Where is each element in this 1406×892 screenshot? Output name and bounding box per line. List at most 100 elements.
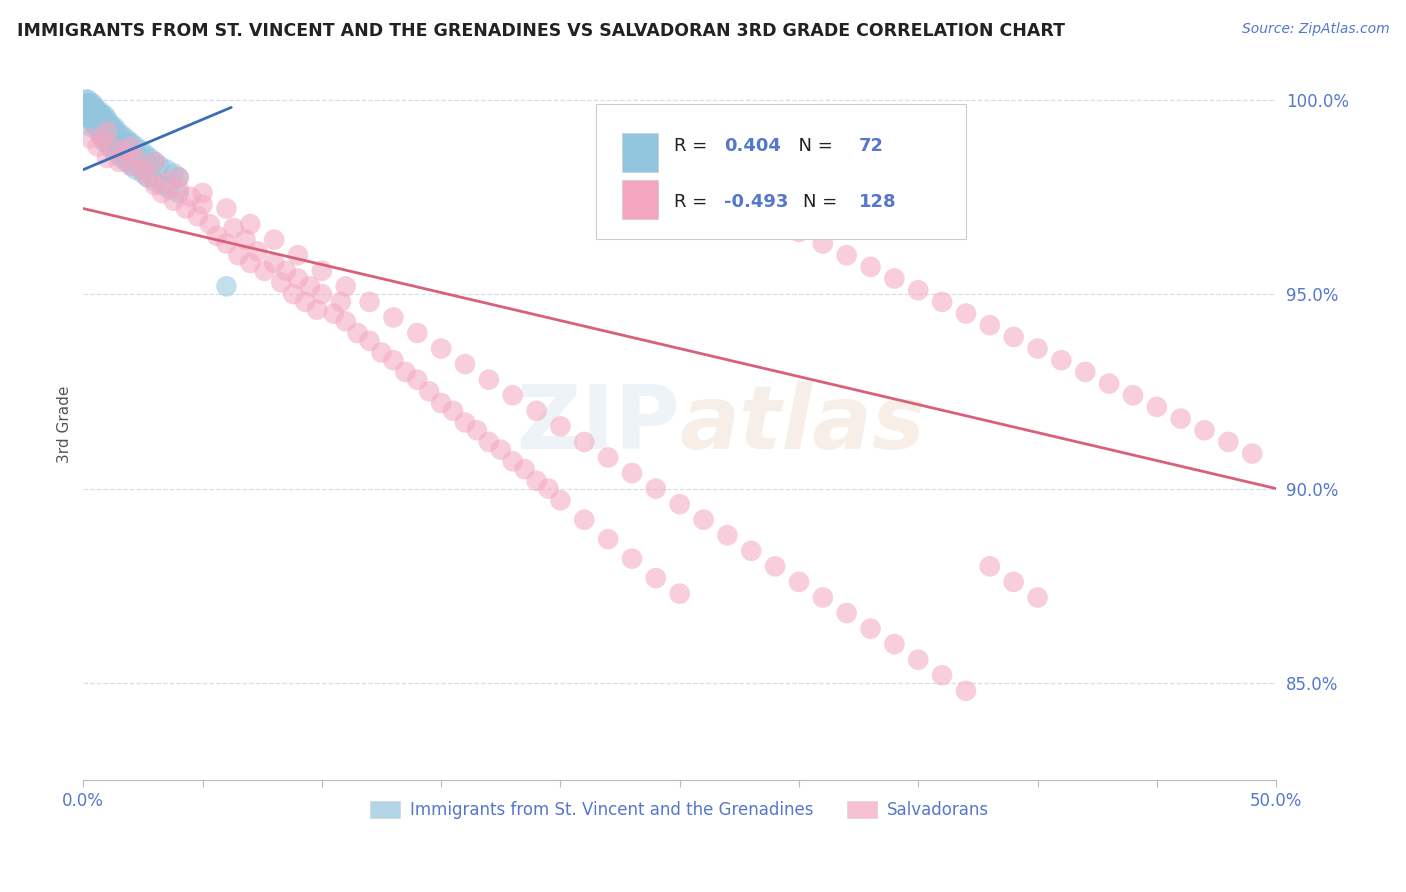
Point: [167, 186, 190, 200]
Point: [149, 159, 172, 173]
Point: [89, 124, 111, 138]
Text: 0.404: 0.404: [724, 137, 780, 155]
Point: [620, 551, 643, 566]
Point: [1218, 434, 1240, 449]
Point: [979, 318, 1001, 333]
Point: [222, 221, 245, 235]
Point: [1098, 376, 1121, 391]
Point: [96, 112, 118, 127]
Point: [270, 276, 292, 290]
Point: [150, 186, 173, 200]
Point: [811, 591, 834, 605]
Point: [91, 116, 114, 130]
Point: [75, 104, 97, 119]
Point: [91, 131, 114, 145]
Point: [84, 120, 107, 134]
Point: [1002, 330, 1025, 344]
Point: [883, 637, 905, 651]
Point: [82, 112, 104, 127]
Point: [77, 108, 100, 122]
Point: [77, 100, 100, 114]
Point: [156, 162, 179, 177]
Text: atlas: atlas: [679, 381, 925, 468]
Point: [110, 128, 132, 142]
Point: [322, 307, 344, 321]
Point: [103, 120, 125, 134]
Point: [82, 96, 104, 111]
Point: [82, 116, 104, 130]
Point: [550, 419, 572, 434]
Point: [955, 683, 977, 698]
Point: [859, 622, 882, 636]
Point: [89, 128, 111, 142]
Point: [89, 112, 111, 127]
Point: [79, 100, 101, 114]
Point: [287, 271, 309, 285]
Point: [598, 532, 620, 546]
Point: [907, 653, 929, 667]
Point: [79, 131, 101, 145]
Point: [246, 244, 269, 259]
Point: [96, 124, 118, 138]
Point: [513, 462, 536, 476]
Point: [94, 131, 117, 145]
Point: [86, 108, 108, 122]
Point: [228, 248, 250, 262]
Point: [136, 170, 159, 185]
Point: [526, 474, 548, 488]
Point: [96, 136, 118, 150]
Point: [215, 202, 238, 216]
Point: [156, 174, 179, 188]
Point: [907, 283, 929, 297]
Point: [263, 233, 285, 247]
Point: [478, 434, 501, 449]
Point: [859, 260, 882, 274]
Point: [101, 120, 124, 134]
Point: [716, 190, 738, 204]
Point: [394, 365, 416, 379]
Point: [84, 116, 107, 130]
Point: [75, 93, 97, 107]
Point: [98, 139, 121, 153]
Point: [382, 353, 405, 368]
Point: [110, 151, 132, 165]
Point: [346, 326, 368, 340]
Point: [79, 112, 101, 127]
Point: [740, 544, 762, 558]
Point: [311, 287, 333, 301]
Point: [98, 116, 121, 130]
Point: [82, 104, 104, 119]
Point: [235, 233, 257, 247]
Point: [215, 279, 238, 293]
Point: [454, 416, 477, 430]
Point: [96, 120, 118, 134]
Point: [143, 174, 166, 188]
Point: [307, 302, 329, 317]
Point: [298, 279, 321, 293]
Point: [132, 167, 155, 181]
Point: [454, 357, 477, 371]
Point: [370, 345, 392, 359]
Point: [101, 143, 124, 157]
Point: [1241, 446, 1264, 460]
Point: [120, 159, 142, 173]
Point: [465, 423, 488, 437]
Point: [1194, 423, 1216, 437]
Point: [329, 294, 352, 309]
Point: [441, 404, 464, 418]
Point: [167, 170, 190, 185]
Point: [143, 178, 166, 193]
Point: [263, 256, 285, 270]
Point: [94, 108, 117, 122]
Point: [125, 139, 148, 153]
Point: [117, 136, 139, 150]
Point: [75, 96, 97, 111]
Point: [692, 513, 714, 527]
Point: [883, 271, 905, 285]
Point: [955, 307, 977, 321]
Point: [692, 178, 714, 193]
Point: [79, 108, 101, 122]
Point: [89, 104, 111, 119]
Point: [91, 128, 114, 142]
Point: [120, 159, 142, 173]
